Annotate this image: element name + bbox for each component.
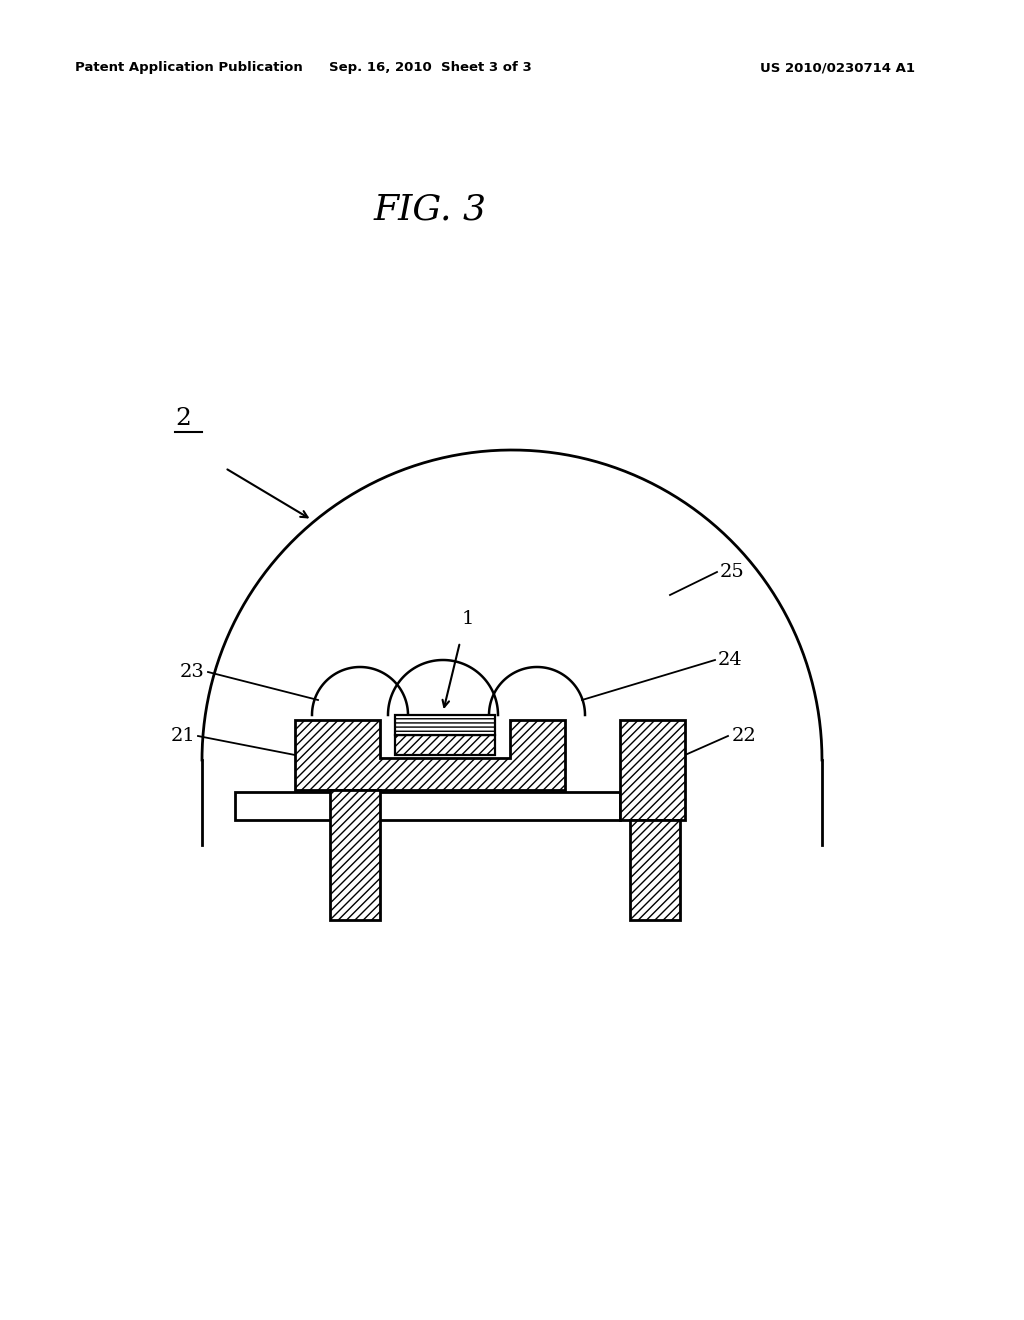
Text: 25: 25 (720, 564, 744, 581)
Text: 23: 23 (180, 663, 205, 681)
Text: FIG. 3: FIG. 3 (374, 193, 486, 227)
Text: US 2010/0230714 A1: US 2010/0230714 A1 (760, 62, 915, 74)
Text: 2: 2 (175, 407, 190, 430)
Polygon shape (620, 719, 685, 820)
Bar (234, 792, 620, 820)
Text: 1: 1 (462, 610, 474, 628)
Polygon shape (330, 789, 380, 920)
Text: 22: 22 (732, 727, 757, 744)
Polygon shape (630, 820, 680, 920)
Bar (395, 735, 495, 755)
Bar (395, 715, 495, 735)
Text: 24: 24 (718, 651, 742, 669)
Text: 21: 21 (170, 727, 195, 744)
Text: Sep. 16, 2010  Sheet 3 of 3: Sep. 16, 2010 Sheet 3 of 3 (329, 62, 531, 74)
Text: Patent Application Publication: Patent Application Publication (75, 62, 303, 74)
Polygon shape (295, 719, 565, 789)
